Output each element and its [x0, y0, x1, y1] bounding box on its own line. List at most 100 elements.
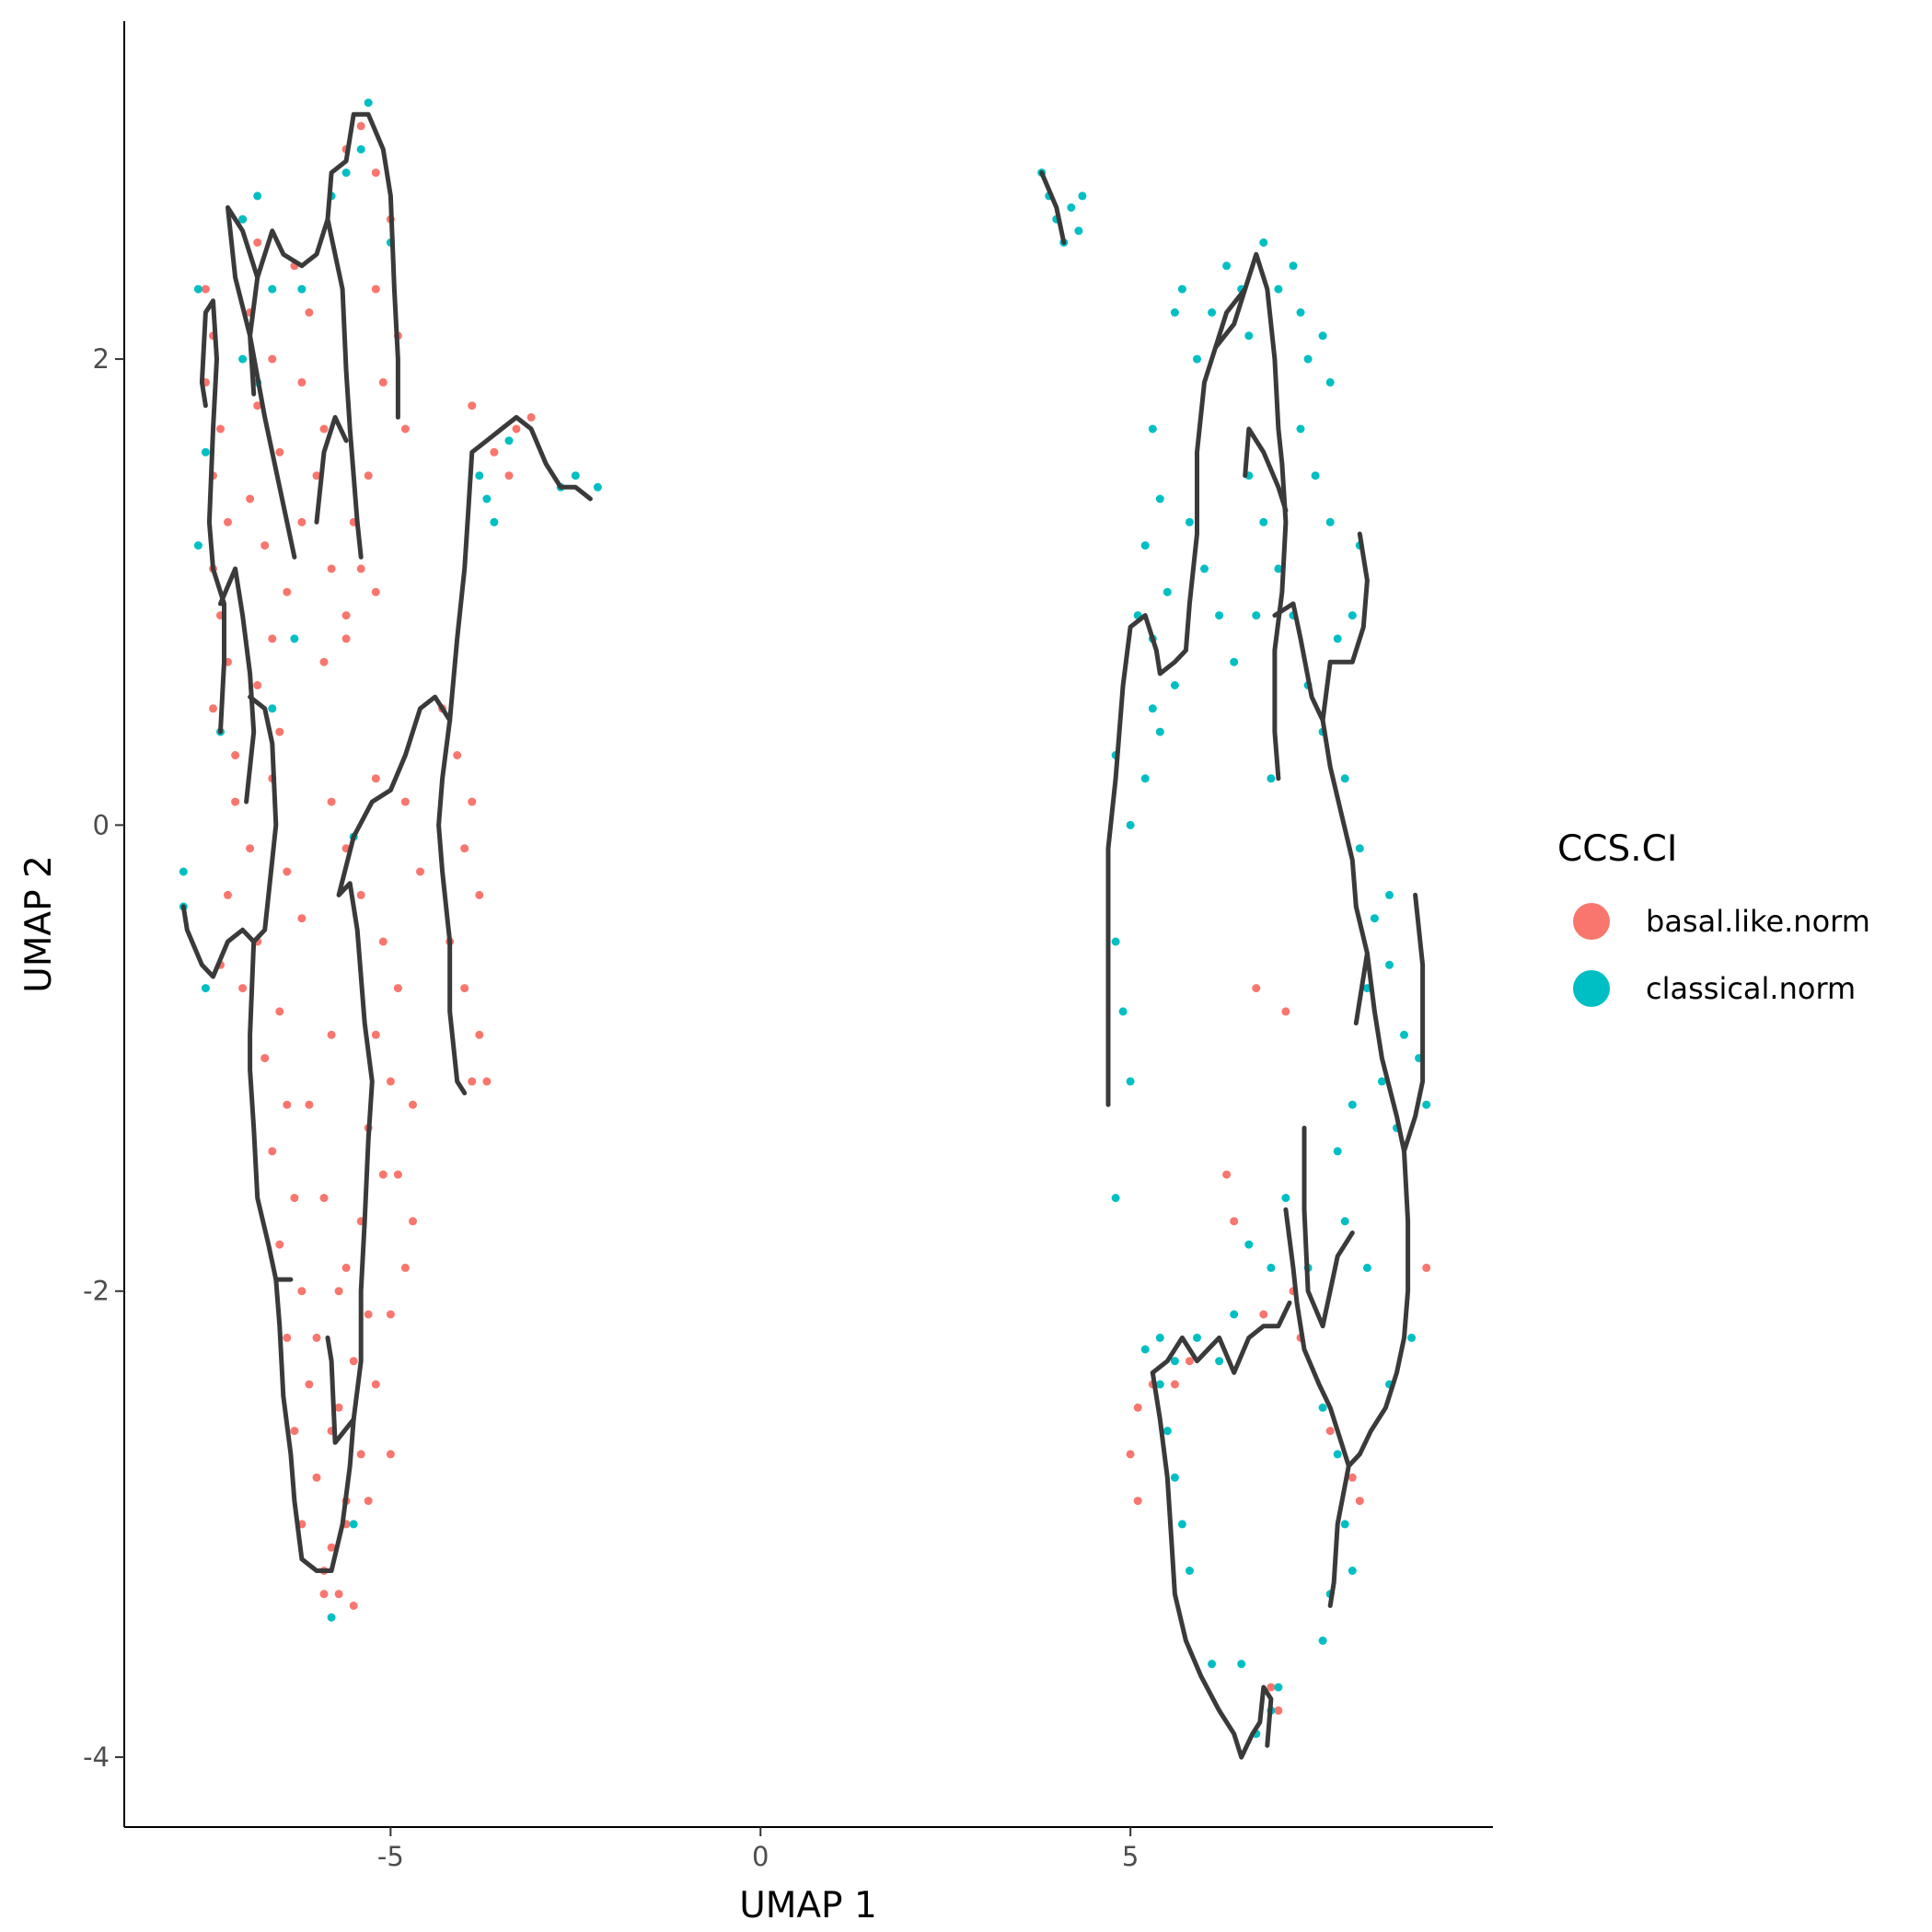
point-basal-like-norm-134: [1355, 1497, 1364, 1506]
point-basal-like-norm-78: [290, 1427, 299, 1436]
point-classical-norm-11: [193, 541, 202, 550]
point-basal-like-norm-115: [312, 1333, 321, 1342]
point-basal-like-norm-20: [268, 634, 277, 643]
point-classical-norm-96: [1155, 1333, 1164, 1342]
point-classical-norm-35: [1074, 226, 1083, 236]
trajectory-lines: [180, 111, 1426, 1760]
point-basal-like-norm-9: [209, 704, 217, 713]
point-classical-norm-38: [1177, 284, 1186, 294]
point-basal-like-norm-72: [268, 1147, 277, 1156]
trajectory-segment-3: [314, 414, 349, 525]
point-basal-like-norm-27: [312, 471, 321, 480]
point-classical-norm-91: [1244, 1240, 1254, 1249]
point-basal-like-norm-121: [1126, 1450, 1135, 1459]
point-basal-like-norm-49: [504, 471, 514, 480]
point-classical-norm-57: [1155, 727, 1164, 736]
point-classical-norm-5: [238, 214, 248, 224]
point-basal-like-norm-46: [490, 447, 499, 457]
point-classical-norm-26: [593, 482, 602, 492]
point-classical-norm-28: [327, 1613, 336, 1622]
point-classical-norm-8: [297, 284, 307, 294]
point-classical-norm-76: [1370, 914, 1379, 923]
point-basal-like-norm-95: [371, 1030, 380, 1039]
point-basal-like-norm-29: [327, 564, 336, 573]
point-classical-norm-102: [1208, 1660, 1217, 1669]
x-tick-label-0: -5: [377, 1841, 404, 1872]
point-basal-like-norm-43: [341, 634, 351, 643]
trajectory-segment-7: [248, 694, 453, 1573]
trajectory-segment-21: [1301, 1126, 1355, 1329]
y-tick-label-1: -2: [83, 1276, 110, 1307]
point-classical-norm-117: [1111, 1194, 1120, 1202]
trajectory-segment-22: [1283, 1207, 1351, 1469]
point-classical-norm-60: [1185, 517, 1194, 526]
point-classical-norm-79: [1400, 1030, 1408, 1039]
point-basal-like-norm-82: [334, 1590, 343, 1599]
point-basal-like-norm-132: [1325, 1427, 1335, 1436]
point-classical-norm-9: [193, 284, 202, 294]
point-basal-like-norm-56: [460, 984, 469, 993]
point-basal-like-norm-26: [319, 424, 329, 434]
point-classical-norm-37: [1170, 308, 1179, 317]
point-classical-norm-63: [1230, 657, 1239, 666]
point-basal-like-norm-24: [305, 308, 314, 317]
point-classical-norm-72: [1325, 517, 1335, 526]
x-axis-title: UMAP 1: [739, 1885, 877, 1926]
trajectory-segment-24: [1150, 1370, 1274, 1760]
point-basal-like-norm-36: [371, 284, 380, 294]
point-classical-norm-90: [1267, 1263, 1276, 1272]
point-basal-like-norm-12: [253, 238, 262, 247]
point-basal-like-norm-39: [400, 424, 410, 434]
trajectory-segment-11: [447, 414, 593, 723]
point-classical-norm-114: [1111, 937, 1120, 946]
point-classical-norm-70: [1296, 424, 1305, 434]
legend-title: CCS.CI: [1557, 828, 1677, 870]
point-classical-norm-54: [1163, 587, 1172, 596]
legend-label-basal: basal.like.norm: [1646, 904, 1870, 939]
point-basal-like-norm-101: [371, 774, 380, 783]
legend-swatch-basal: [1573, 903, 1610, 940]
point-basal-like-norm-100: [327, 797, 336, 806]
point-classical-norm-85: [1333, 1147, 1342, 1156]
point-classical-norm-74: [1340, 774, 1349, 783]
point-basal-like-norm-21: [253, 681, 262, 689]
y-tick-label-3: 2: [93, 343, 110, 375]
point-basal-like-norm-116: [334, 1287, 343, 1296]
point-classical-norm-41: [1222, 261, 1232, 271]
point-classical-norm-10: [201, 447, 210, 457]
point-basal-like-norm-89: [364, 1310, 373, 1319]
point-classical-norm-113: [1407, 1333, 1417, 1342]
point-classical-norm-77: [1385, 960, 1394, 969]
point-basal-like-norm-42: [356, 564, 365, 573]
point-basal-like-norm-59: [482, 1077, 492, 1086]
point-basal-like-norm-28: [297, 517, 307, 526]
point-basal-like-norm-71: [283, 1100, 292, 1109]
point-classical-norm-56: [1170, 681, 1179, 689]
point-basal-like-norm-3: [216, 424, 225, 434]
trajectory-segment-13: [1105, 251, 1289, 1107]
point-basal-like-norm-130: [1281, 1007, 1290, 1016]
point-basal-like-norm-108: [386, 1310, 395, 1319]
point-basal-like-norm-137: [1274, 1706, 1283, 1715]
point-basal-like-norm-86: [356, 1450, 365, 1459]
point-basal-like-norm-68: [297, 914, 307, 923]
trajectory-segment-6: [180, 694, 279, 979]
y-ticks: -4 -2 0 2: [83, 343, 124, 1773]
point-basal-like-norm-0: [201, 284, 210, 294]
point-classical-norm-25: [571, 471, 580, 480]
point-classical-norm-94: [1193, 1333, 1201, 1342]
point-classical-norm-120: [1252, 611, 1261, 620]
point-basal-like-norm-69: [275, 1007, 284, 1016]
point-basal-like-norm-54: [475, 890, 484, 899]
trajectory-segment-1: [255, 111, 400, 420]
point-basal-like-norm-119: [327, 1030, 336, 1039]
point-classical-norm-119: [1148, 704, 1157, 713]
point-basal-like-norm-92: [378, 1170, 388, 1179]
point-basal-like-norm-17: [246, 494, 255, 503]
point-classical-norm-100: [1177, 1520, 1186, 1529]
point-basal-like-norm-34: [371, 168, 380, 178]
point-classical-norm-39: [1193, 354, 1201, 364]
point-basal-like-norm-5: [224, 517, 232, 526]
point-basal-like-norm-103: [416, 867, 424, 876]
y-axis-title: UMAP 2: [18, 855, 60, 993]
